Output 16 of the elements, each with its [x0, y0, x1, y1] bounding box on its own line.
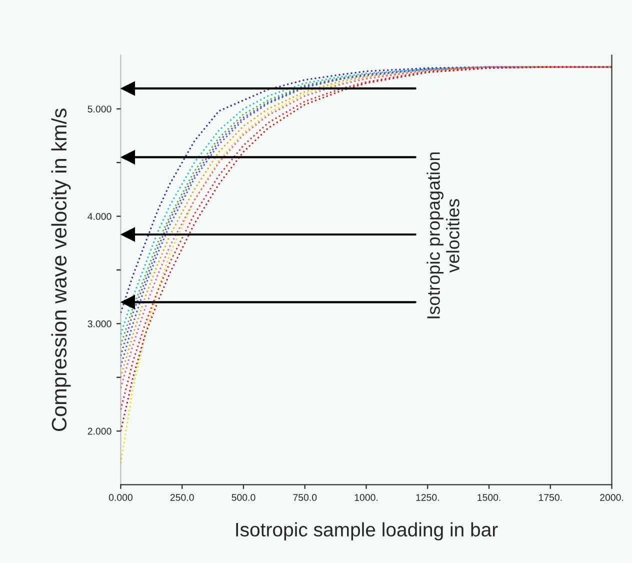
x-tick-label: 250.0 — [170, 494, 194, 501]
x-tick-label: 0.000 — [108, 494, 132, 501]
annotation: Isotropic propagation velocities — [426, 152, 460, 318]
x-tick-label: 1000. — [354, 494, 378, 501]
x-tick-label: 1500. — [478, 494, 500, 501]
x-tick-label: 1250. — [416, 494, 439, 501]
y-tick-label: 5.000 — [88, 106, 112, 112]
y-tick-label: 3.000 — [88, 320, 112, 328]
x-tick-label: 1750. — [538, 494, 562, 501]
y-tick-label: 2.000 — [88, 428, 112, 435]
x-axis-title: Isotropic sample loading in bar — [236, 522, 498, 540]
x-tick-label: 750.0 — [293, 494, 317, 501]
y-axis-title: Compression wave velocity in km/s — [51, 108, 71, 431]
y-tick-label: 4.000 — [88, 212, 112, 220]
x-tick-label: 500.0 — [232, 494, 256, 501]
x-tick-label: 2000. — [600, 494, 624, 501]
